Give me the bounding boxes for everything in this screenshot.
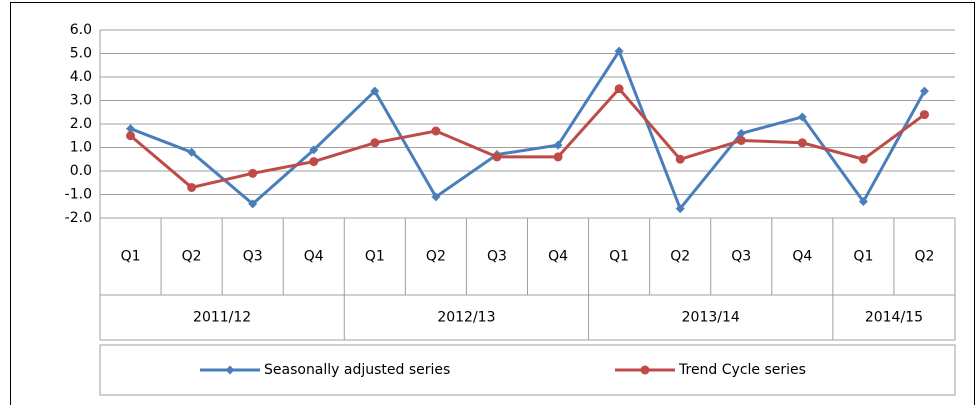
marker [675,204,685,214]
marker [797,112,807,122]
y-tick-label: -2.0 [65,210,92,226]
marker [640,365,650,375]
marker [187,182,197,192]
y-tick-label: 1.0 [70,140,92,156]
marker [736,135,746,145]
y-tick-label: 4.0 [70,69,92,85]
marker [736,128,746,138]
y-tick-label: 2.0 [70,116,92,132]
marker [370,86,380,96]
y-tick-label: 3.0 [70,93,92,109]
marker [553,152,563,162]
x-tick-label: Q4 [304,249,324,265]
marker [614,84,624,94]
marker [919,110,929,120]
x-tick-label: Q2 [182,249,202,265]
marker [431,192,441,202]
series-line [129,86,926,190]
marker [126,131,136,141]
marker [553,140,563,150]
group-label: 2014/15 [865,310,923,326]
x-tick-label: Q2 [670,249,690,265]
x-tick-label: Q1 [121,249,141,265]
x-tick-label: Q3 [487,249,507,265]
group-label: 2012/13 [437,310,495,326]
marker [309,157,319,167]
legend-box [99,344,956,396]
x-tick-label: Q3 [243,249,263,265]
legend-label: Seasonally adjusted series [264,362,450,378]
marker [248,168,258,178]
x-tick-label: Q1 [609,249,629,265]
marker [248,199,258,209]
group-label: 2011/12 [193,310,251,326]
y-tick-label: 6.0 [70,22,92,38]
x-tick-label: Q2 [914,249,934,265]
marker [858,197,868,207]
marker [309,145,319,155]
marker [126,124,136,134]
marker [225,365,235,375]
marker [370,138,380,148]
x-tick-label: Q1 [853,249,873,265]
marker [187,147,197,157]
x-tick-label: Q1 [365,249,385,265]
marker [614,46,624,56]
chart-frame [10,2,975,405]
x-tick-label: Q4 [548,249,568,265]
marker [431,126,441,136]
marker [858,154,868,164]
legend-label: Trend Cycle series [678,362,806,378]
marker [675,154,685,164]
x-tick-label: Q4 [792,249,812,265]
y-tick-label: 5.0 [70,46,92,62]
x-tick-label: Q2 [426,249,446,265]
marker [919,86,929,96]
y-tick-label: -1.0 [65,187,92,203]
y-tick-label: 0.0 [70,163,92,179]
marker [797,138,807,148]
x-tick-label: Q3 [731,249,751,265]
marker [492,152,502,162]
series-line [129,47,926,212]
group-label: 2013/14 [682,310,740,326]
